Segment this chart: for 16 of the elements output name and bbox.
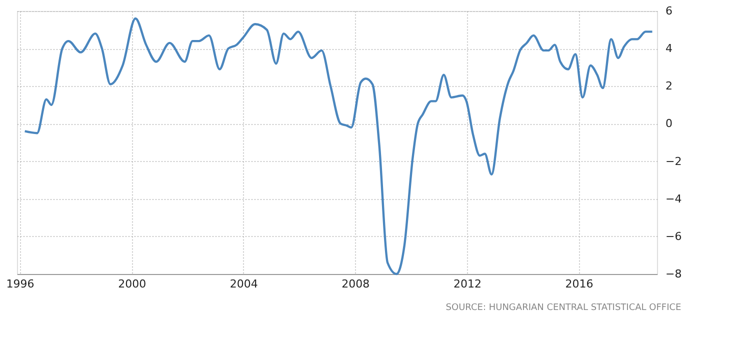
y-tick-label: 2	[666, 80, 672, 93]
x-tick-label: 2008	[342, 278, 370, 290]
line-series	[24, 17, 654, 276]
x-tick-label: 2016	[565, 278, 594, 290]
y-tick-label: 6	[666, 4, 672, 18]
y-tick-label: −8	[666, 268, 682, 280]
y-tick-label: 4	[666, 42, 672, 56]
x-tick-label: 2000	[118, 278, 146, 290]
y-tick-label: 0	[666, 117, 672, 130]
y-tick-label: −6	[666, 230, 682, 243]
x-tick-label: 2004	[230, 278, 258, 290]
y-tick-label: −2	[666, 154, 682, 168]
y-tick-label: −4	[666, 192, 682, 206]
source-note: SOURCE: HUNGARIAN CENTRAL STATISTICAL OFFICE	[446, 303, 682, 313]
x-tick-label: 1996	[6, 278, 34, 290]
x-tick-label: 2012	[453, 278, 482, 290]
